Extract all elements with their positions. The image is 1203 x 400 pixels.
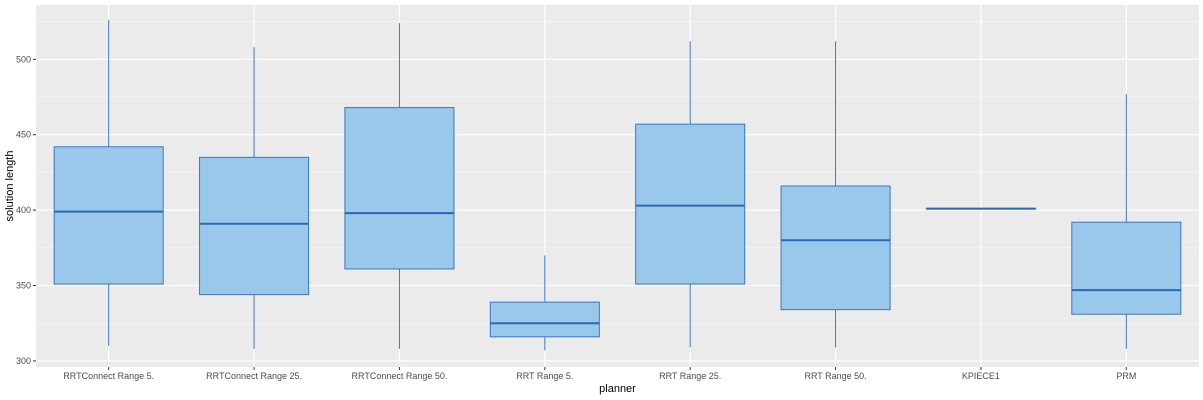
y-tick-label: 400 [16, 205, 31, 215]
box-body [635, 123, 746, 285]
y-tick-label: 450 [16, 130, 31, 140]
y-axis-ticks: 300 350 400 450 500 [16, 54, 36, 366]
boxes-layer [53, 20, 1182, 351]
box-body [489, 301, 600, 338]
y-axis-title: solution length [4, 151, 16, 222]
box-4 [635, 41, 746, 348]
box-body [1071, 221, 1182, 315]
box-5 [780, 41, 891, 348]
x-tick-label: RRTConnect Range 25. [206, 371, 302, 381]
x-tick-label: RRT Range 5. [516, 371, 573, 381]
y-tick-label: 500 [16, 54, 31, 64]
box-0 [53, 20, 164, 346]
x-tick-label: RRT Range 25. [659, 371, 721, 381]
x-tick-label: PRM [1116, 371, 1136, 381]
box-body [53, 146, 164, 285]
y-tick-label: 350 [16, 281, 31, 291]
x-tick-label: RRTConnect Range 50. [351, 371, 447, 381]
box-3 [489, 255, 600, 351]
box-1 [199, 47, 310, 349]
x-axis-ticks: RRTConnect Range 5. RRTConnect Range 25. R… [63, 367, 1136, 381]
box-6 [925, 207, 1036, 210]
box-body [780, 185, 891, 311]
box-7 [1071, 93, 1182, 349]
box-body [199, 156, 310, 296]
x-tick-label: RRTConnect Range 5. [63, 371, 154, 381]
x-axis-title: planner [599, 383, 636, 395]
y-tick-label: 300 [16, 356, 31, 366]
box-body [344, 107, 455, 270]
x-tick-label: RRT Range 50. [804, 371, 866, 381]
x-tick-label: KPIECE1 [962, 371, 1000, 381]
box-2 [344, 23, 455, 349]
